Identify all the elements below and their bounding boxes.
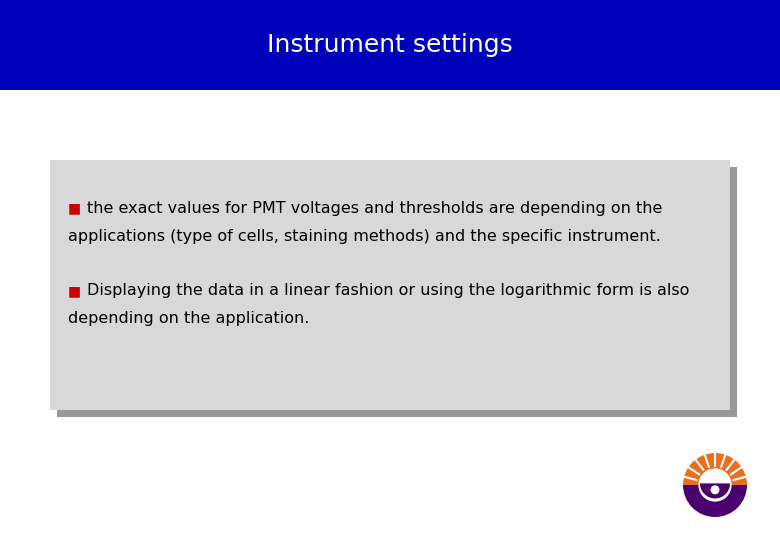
Text: ■: ■ <box>68 284 81 298</box>
Text: applications (type of cells, staining methods) and the specific instrument.: applications (type of cells, staining me… <box>68 228 661 244</box>
Wedge shape <box>683 485 747 517</box>
Bar <box>0 0 780 90</box>
Text: Displaying the data in a linear fashion or using the logarithmic form is also: Displaying the data in a linear fashion … <box>87 284 690 299</box>
Text: Instrument settings: Instrument settings <box>267 33 513 57</box>
Bar <box>50 160 730 410</box>
Text: ■: ■ <box>68 201 81 215</box>
Text: depending on the application.: depending on the application. <box>68 312 310 327</box>
Bar <box>57 167 737 417</box>
Wedge shape <box>700 483 730 498</box>
Text: the exact values for PMT voltages and thresholds are depending on the: the exact values for PMT voltages and th… <box>87 200 662 215</box>
Wedge shape <box>683 453 747 485</box>
Circle shape <box>711 485 719 494</box>
Circle shape <box>698 468 732 502</box>
